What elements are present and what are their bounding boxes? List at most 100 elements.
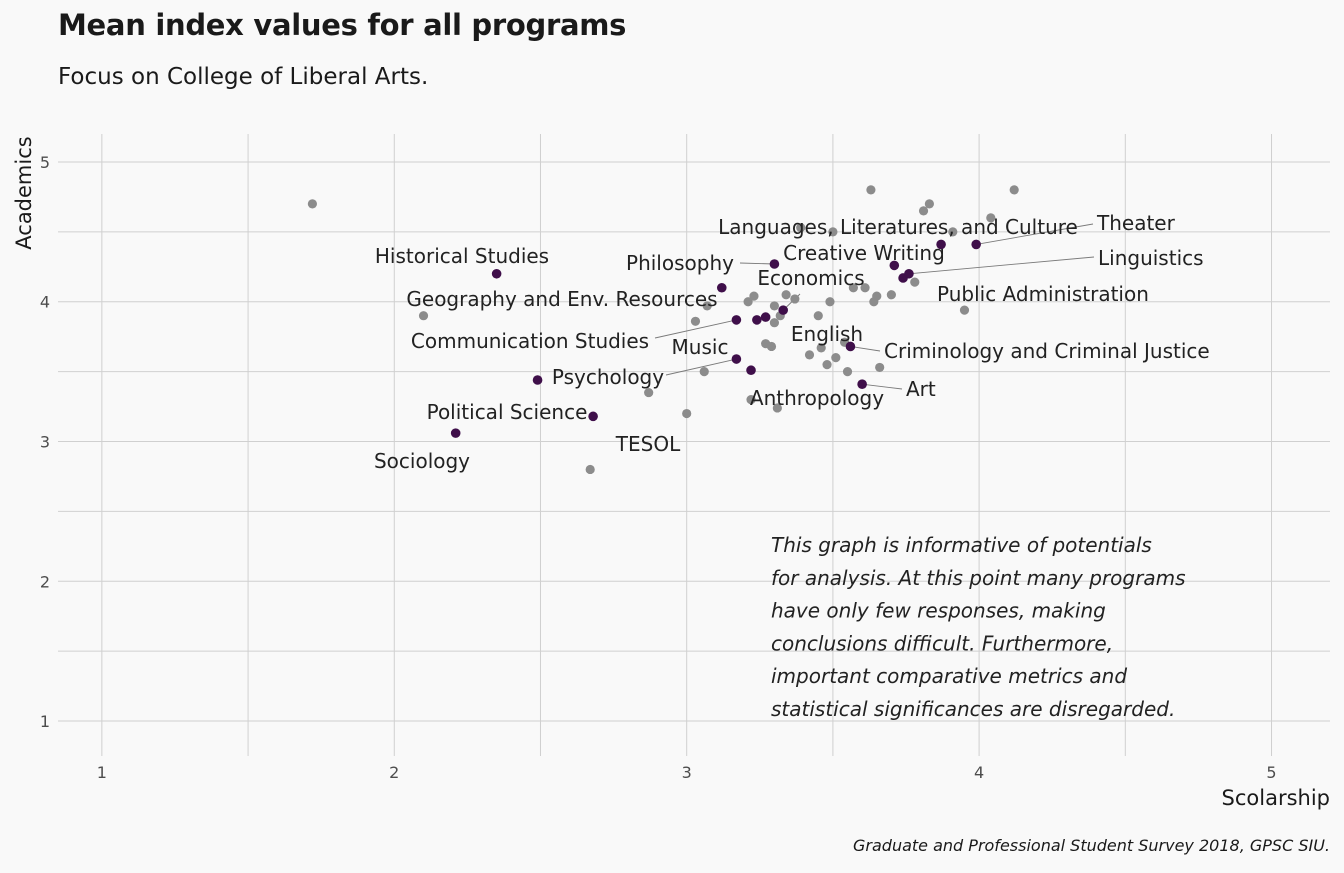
program-label: Anthropology [750,386,884,410]
program-point [682,408,692,419]
program-label: Communication Studies [411,329,649,353]
program-point [585,464,595,475]
program-point [1009,185,1019,195]
liberal-arts-point [532,375,543,385]
program-label: Linguistics [1098,246,1204,270]
axis-ticks: 1 2 3 4 5 1 2 3 4 5 [40,153,1277,782]
chart-subtitle: Focus on College of Liberal Arts. [58,64,429,90]
y-tick-label: 5 [40,153,50,172]
x-tick-label: 5 [1266,763,1276,782]
liberal-arts-point [889,260,900,271]
liberal-arts-point [588,411,598,422]
program-point [418,311,429,321]
program-point [822,360,832,370]
liberal-arts-point [746,365,756,376]
program-point [749,291,759,301]
annotation-line: statistical significances are disregarde… [771,697,1175,721]
liberal-arts-point [904,268,914,279]
program-label: Music [672,335,729,359]
program-point [831,353,841,363]
program-point [918,206,929,216]
leader-line [665,358,737,376]
program-point [875,362,885,373]
program-label: Criminology and Criminal Justice [884,339,1210,363]
program-label: Public Administration [937,282,1149,306]
program-point [842,367,853,377]
annotation-line: for analysis. At this point many program… [771,566,1185,590]
program-label: Historical Studies [375,244,549,268]
leader-line [862,383,903,390]
program-point [825,297,835,307]
program-label: Psychology [552,365,664,389]
liberal-arts-point [716,282,727,293]
y-tick-label: 1 [40,712,50,731]
program-point [948,227,958,237]
liberal-arts-labels: Historical Studies Geography and Env. Res… [374,211,1210,473]
program-label: Art [906,377,936,401]
liberal-arts-point [760,312,771,322]
program-label: Creative Writing [783,241,945,265]
liberal-arts-point [845,341,856,352]
liberal-arts-point [936,239,946,250]
program-label: Languages, Literatures, and Culture [718,215,1078,239]
program-point [766,341,777,352]
program-point [743,297,753,307]
program-point [769,301,780,311]
program-label: Political Science [427,400,588,424]
program-point [769,318,780,328]
y-tick-label: 3 [40,433,50,452]
leader-line [850,346,881,352]
x-tick-label: 3 [682,763,692,782]
program-point [307,199,317,209]
program-label: English [791,322,863,346]
program-point [772,403,782,413]
program-point [781,290,791,300]
grid-lines [58,134,1330,756]
program-label: Geography and Env. Resources [406,287,717,311]
x-tick-label: 4 [974,763,984,782]
leader-line [976,223,1094,245]
program-point [790,294,800,304]
liberal-arts-point [731,315,742,325]
liberal-arts-point [971,239,981,250]
program-point [746,394,756,405]
chart-caption: Graduate and Professional Student Survey… [853,836,1330,855]
liberal-arts-point [857,379,867,389]
leader-lines [654,223,1095,390]
x-axis-label: Scolarship [1221,786,1330,810]
program-point [872,291,882,301]
program-point [886,290,896,300]
program-label: Theater [1096,211,1176,235]
program-point [986,213,996,223]
annotation-line: This graph is informative of potentials [771,533,1152,557]
program-point [848,283,858,293]
program-point [910,277,920,287]
y-tick-label: 2 [40,572,50,591]
program-point [813,311,823,321]
liberal-arts-point [769,259,780,269]
leader-line [908,256,1095,275]
program-point [828,227,838,237]
program-label: Philosophy [626,251,734,275]
annotation-line: have only few responses, making [771,599,1106,623]
program-label: TESOL [615,432,681,456]
program-point [690,316,701,326]
liberal-arts-point [491,268,502,279]
program-point [860,283,870,293]
liberal-arts-point [450,428,461,438]
program-point [699,367,709,377]
program-point [702,301,712,311]
program-point [644,387,654,398]
program-point [959,305,970,315]
annotation-note: This graph is informative of potentials f… [771,533,1185,721]
leader-line [654,319,737,339]
program-label: Sociology [374,449,470,473]
y-tick-label: 4 [40,293,50,312]
program-point [866,185,876,195]
other-programs-points [307,185,1019,475]
program-point [816,343,826,353]
program-label: Economics [757,266,864,290]
x-tick-label: 2 [389,763,399,782]
liberal-arts-points [450,239,981,438]
